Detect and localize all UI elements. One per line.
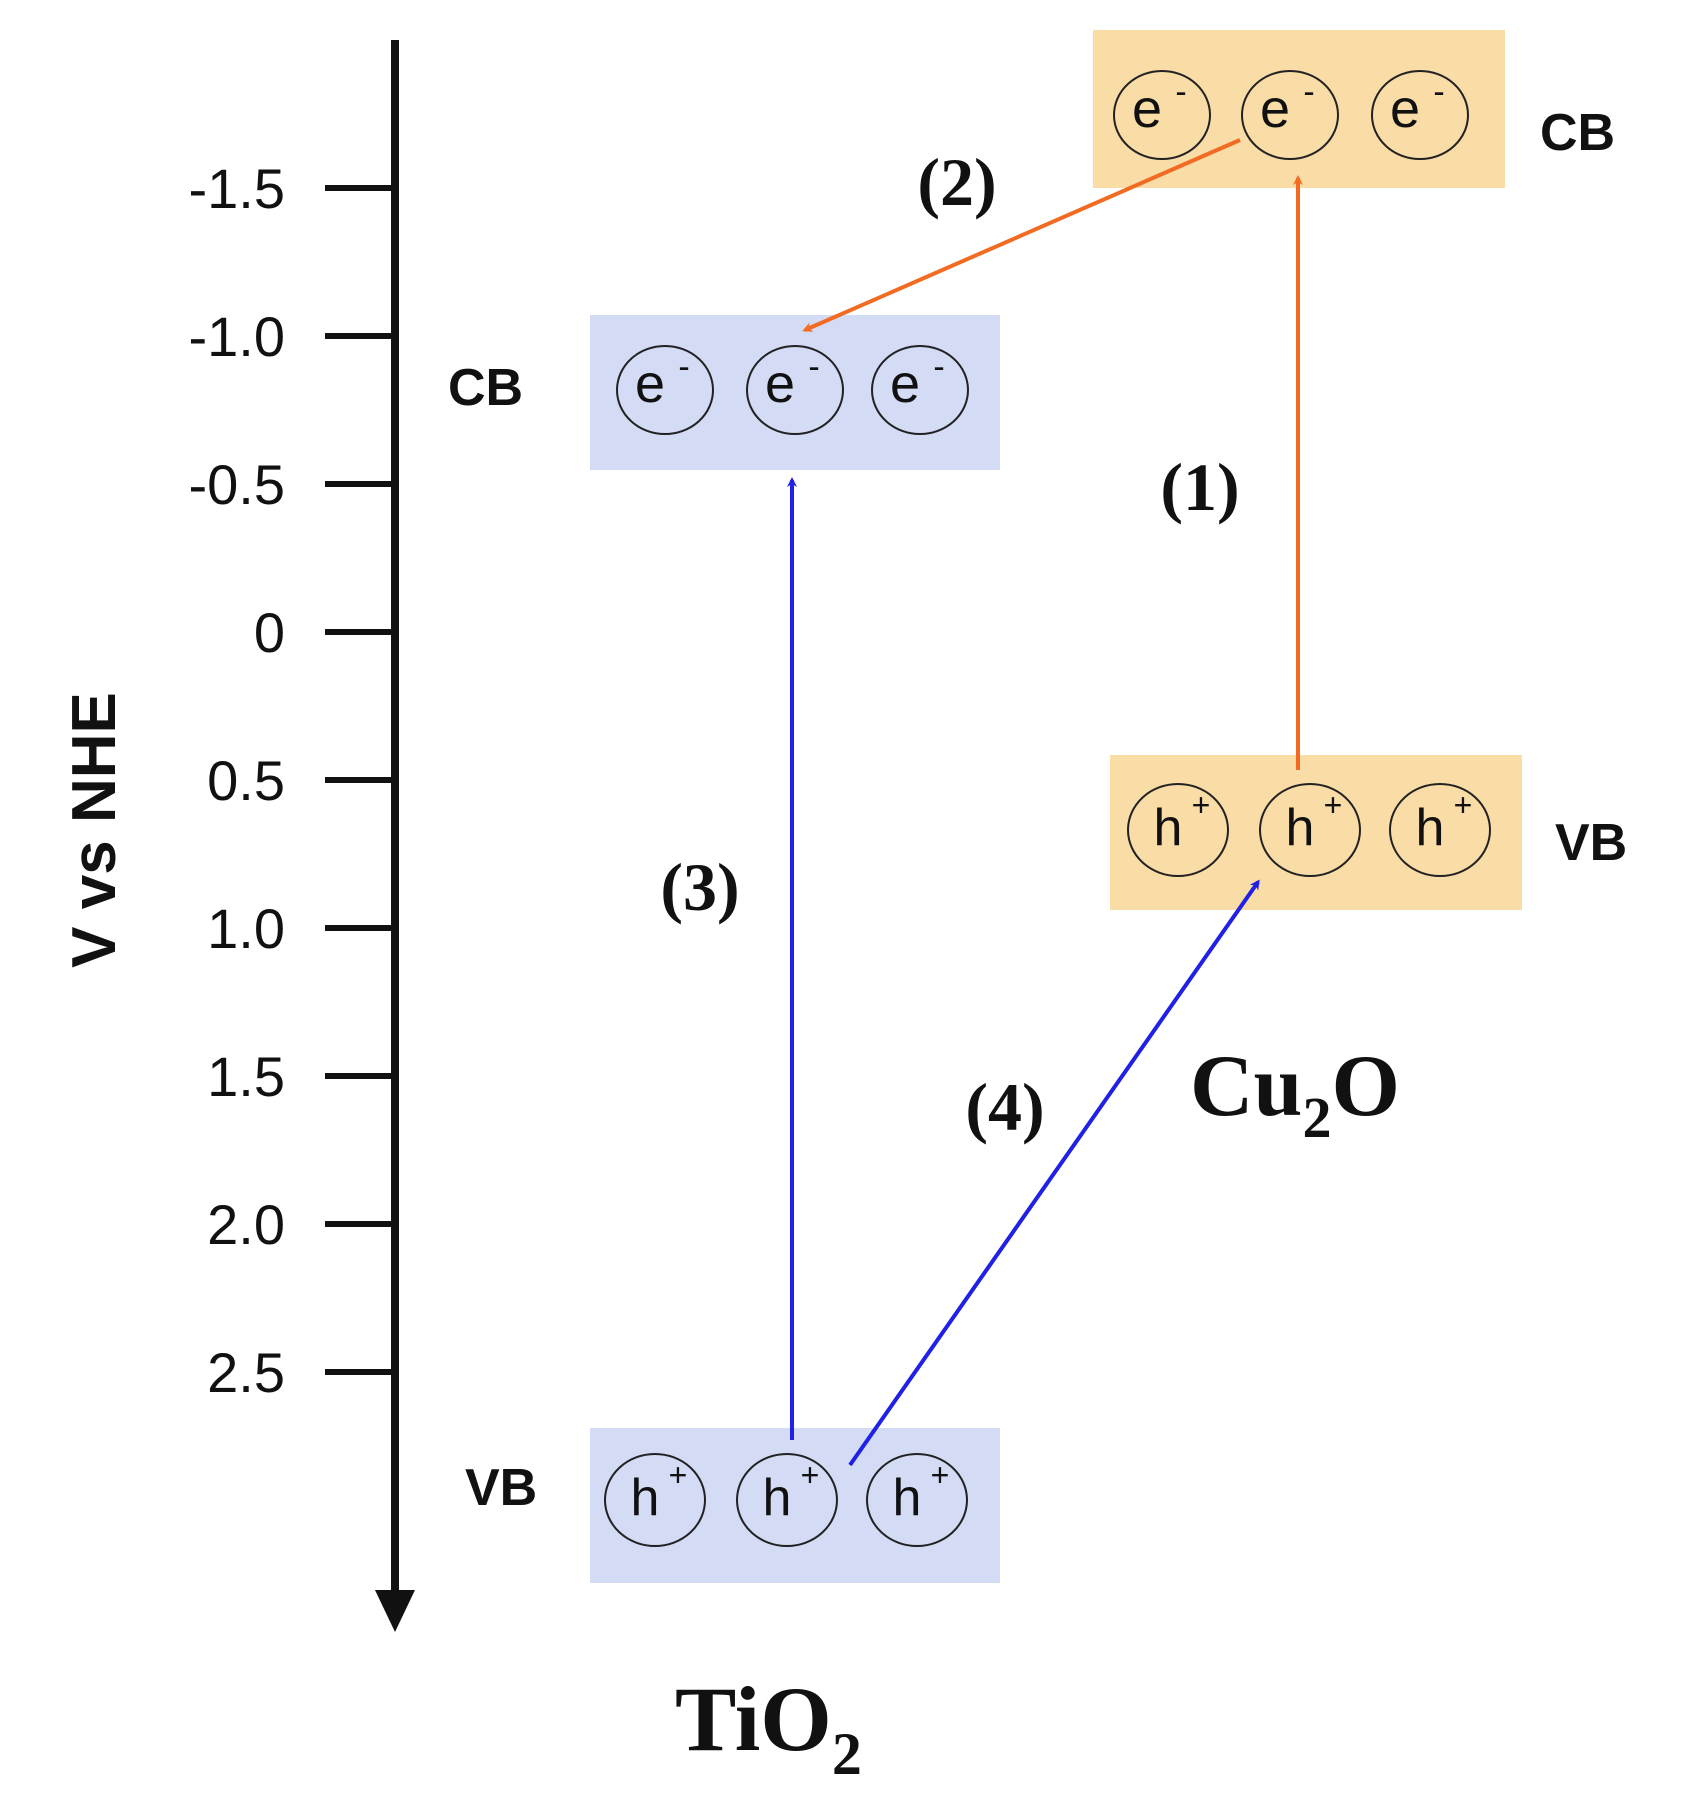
axis-tick-label: 0.5: [207, 749, 285, 812]
axis-tick-label: 0: [254, 601, 285, 664]
tio2-electron-2: e -: [746, 345, 844, 435]
axis-arrowhead: [375, 1590, 415, 1632]
svg-text:h: h: [763, 1469, 792, 1527]
step-label-2: (2): [917, 144, 996, 220]
cu2o-material-label: Cu2O: [1190, 1038, 1400, 1150]
svg-text:-: -: [808, 348, 819, 386]
svg-text:h: h: [631, 1469, 660, 1527]
tio2-cb-box: [590, 315, 1000, 470]
svg-text:e: e: [1390, 79, 1420, 139]
cu2o-hole-1: h +: [1127, 783, 1229, 877]
svg-text:+: +: [1192, 787, 1211, 823]
axis-tick-label: 1.0: [207, 897, 285, 960]
svg-text:-: -: [1433, 73, 1444, 111]
axis-tick-label: 2.0: [207, 1193, 285, 1256]
svg-text:-: -: [933, 348, 944, 386]
svg-text:-: -: [1303, 73, 1314, 111]
tio2-hole-3: h +: [866, 1453, 968, 1547]
tio2-hole-1: h +: [604, 1453, 706, 1547]
svg-text:e: e: [1260, 79, 1290, 139]
potential-axis: -1.5 -1.0 -0.5 0 0.5 1.0 1.5 2.0 2.5 V vs NHE: [60, 40, 415, 1632]
tio2-electron-1: e -: [616, 345, 714, 435]
axis-tick-label: 2.5: [207, 1341, 285, 1404]
step-labels: (1) (2) (3) (4): [660, 144, 1239, 1145]
svg-text:h: h: [1416, 799, 1445, 857]
step-label-4: (4): [965, 1069, 1044, 1145]
cu2o-electron-1: e -: [1113, 70, 1211, 160]
axis-tick-label: -1.5: [189, 157, 286, 220]
svg-text:+: +: [1324, 787, 1343, 823]
cu2o-cb-box: [1093, 30, 1505, 188]
svg-text:e: e: [1132, 79, 1162, 139]
axis-label: V vs NHE: [60, 692, 129, 968]
cu2o-conduction-band: CB e - e - e -: [1093, 30, 1615, 188]
axis-ticks: -1.5 -1.0 -0.5 0 0.5 1.0 1.5 2.0 2.5: [189, 157, 395, 1404]
cu2o-vb-label: VB: [1555, 814, 1627, 872]
cu2o-hole-2: h +: [1259, 783, 1361, 877]
arrow-step-4: [848, 879, 1260, 1467]
tio2-conduction-band: CB e - e - e -: [448, 315, 1000, 470]
svg-text:h: h: [1154, 799, 1183, 857]
cu2o-electron-2: e -: [1241, 70, 1339, 160]
axis-tick-label: -1.0: [189, 305, 286, 368]
cu2o-valence-band: VB h + h + h +: [1110, 755, 1627, 910]
axis-tick-label: 1.5: [207, 1045, 285, 1108]
tio2-electron-3: e -: [871, 345, 969, 435]
svg-text:+: +: [801, 1457, 820, 1493]
cu2o-cb-label: CB: [1540, 104, 1615, 162]
tio2-vb-label: VB: [465, 1459, 537, 1517]
cu2o-vb-box: [1110, 755, 1522, 910]
svg-text:e: e: [765, 354, 795, 414]
svg-text:h: h: [1286, 799, 1315, 857]
svg-text:-: -: [678, 348, 689, 386]
arrow-step-2: [802, 138, 1241, 332]
cu2o-electron-3: e -: [1371, 70, 1469, 160]
transfer-arrows: [787, 138, 1303, 1467]
tio2-cb-label: CB: [448, 359, 523, 417]
axis-tick-label: -0.5: [189, 453, 286, 516]
svg-text:e: e: [890, 354, 920, 414]
step-label-1: (1): [1160, 449, 1239, 525]
cu2o-hole-3: h +: [1389, 783, 1491, 877]
svg-text:e: e: [635, 354, 665, 414]
tio2-valence-band: VB h + h + h +: [465, 1428, 1000, 1583]
tio2-hole-2: h +: [736, 1453, 838, 1547]
svg-text:+: +: [931, 1457, 950, 1493]
svg-text:+: +: [669, 1457, 688, 1493]
svg-text:h: h: [893, 1469, 922, 1527]
step-label-3: (3): [660, 849, 739, 925]
svg-text:-: -: [1175, 73, 1186, 111]
svg-text:+: +: [1454, 787, 1473, 823]
tio2-material-label: TiO2: [675, 1668, 862, 1787]
